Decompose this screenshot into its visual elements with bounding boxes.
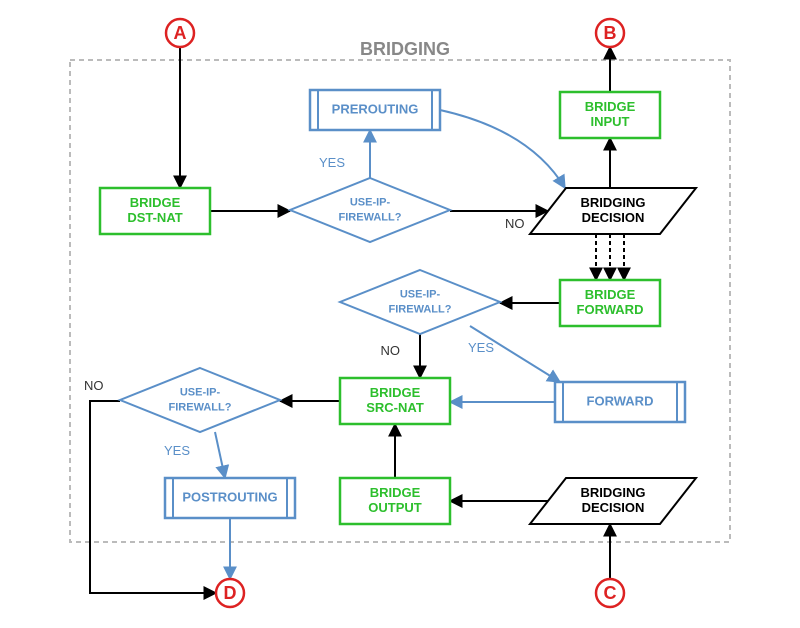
svg-text:FORWARD: FORWARD xyxy=(577,302,644,317)
terminal-label-b: B xyxy=(604,23,617,43)
svg-text:USE-IP-: USE-IP- xyxy=(350,196,391,208)
node-use_ip_fw_3 xyxy=(120,368,280,432)
svg-text:OUTPUT: OUTPUT xyxy=(368,500,422,515)
svg-text:BRIDGE: BRIDGE xyxy=(585,287,636,302)
svg-text:USE-IP-: USE-IP- xyxy=(180,386,221,398)
edge-prerouting-dec1 xyxy=(440,110,565,188)
terminal-label-a: A xyxy=(174,23,187,43)
svg-text:DECISION: DECISION xyxy=(582,210,645,225)
label-yes1: YES xyxy=(319,155,345,170)
svg-text:BRIDGE: BRIDGE xyxy=(370,385,421,400)
svg-text:BRIDGING: BRIDGING xyxy=(581,195,646,210)
terminal-label-d: D xyxy=(224,583,237,603)
svg-text:FIREWALL?: FIREWALL? xyxy=(169,401,232,413)
svg-text:DST-NAT: DST-NAT xyxy=(127,210,182,225)
label-no1: NO xyxy=(505,216,525,231)
label-yes2: YES xyxy=(468,340,494,355)
node-use_ip_fw_2 xyxy=(340,270,500,334)
svg-text:FIREWALL?: FIREWALL? xyxy=(389,303,452,315)
svg-text:BRIDGE: BRIDGE xyxy=(585,99,636,114)
bridging-flowchart: BRIDGING YES NO NO YES NO YES BRIDGEDST-… xyxy=(0,0,800,628)
svg-text:USE-IP-: USE-IP- xyxy=(400,288,441,300)
terminal-label-c: C xyxy=(604,583,617,603)
svg-text:BRIDGE: BRIDGE xyxy=(370,485,421,500)
svg-text:POSTROUTING: POSTROUTING xyxy=(182,489,277,504)
svg-text:BRIDGING: BRIDGING xyxy=(581,485,646,500)
label-no3: NO xyxy=(84,378,104,393)
label-yes3: YES xyxy=(164,443,190,458)
node-use_ip_fw_1 xyxy=(290,178,450,242)
svg-text:INPUT: INPUT xyxy=(591,114,630,129)
svg-text:BRIDGE: BRIDGE xyxy=(130,195,181,210)
diagram-title: BRIDGING xyxy=(360,39,450,59)
edge-fw3-postrouting xyxy=(215,432,225,478)
svg-text:DECISION: DECISION xyxy=(582,500,645,515)
svg-text:FIREWALL?: FIREWALL? xyxy=(339,211,402,223)
svg-text:SRC-NAT: SRC-NAT xyxy=(366,400,424,415)
svg-text:FORWARD: FORWARD xyxy=(587,393,654,408)
svg-text:PREROUTING: PREROUTING xyxy=(332,101,419,116)
label-no2: NO xyxy=(381,343,401,358)
